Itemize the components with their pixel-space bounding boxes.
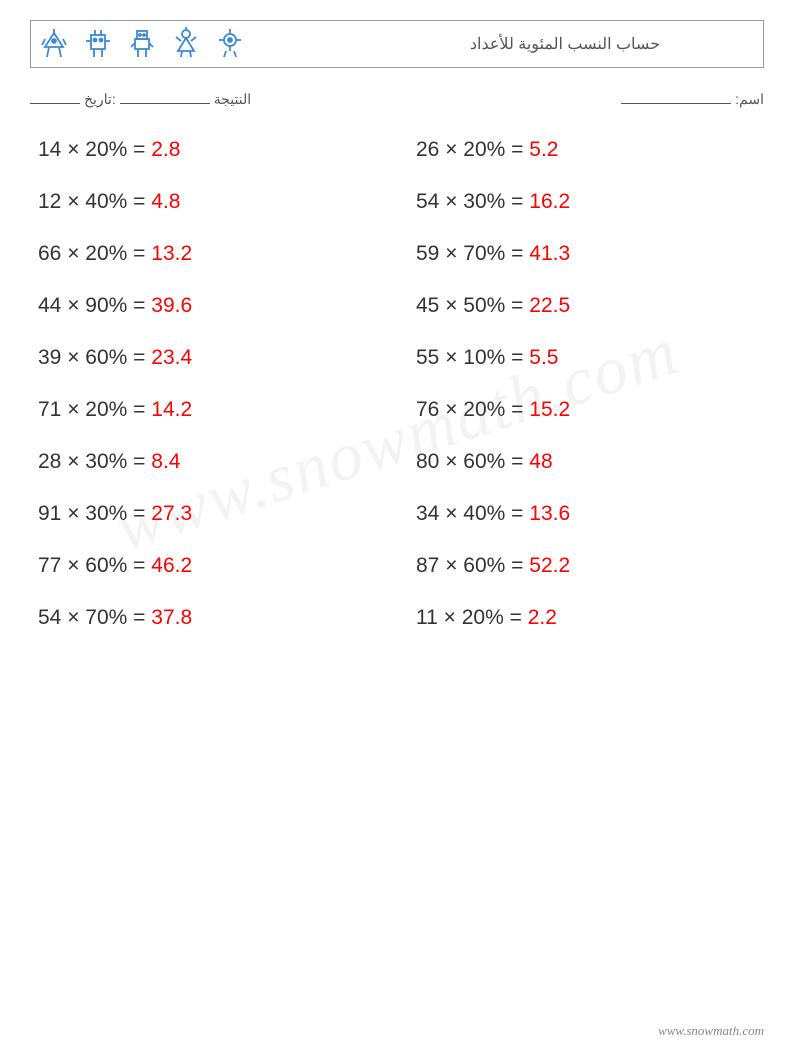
answer: 16.2 — [529, 190, 570, 213]
problems-grid: 14 × 20% = 2.8 26 × 20% = 5.2 12 × 40% = 4… — [30, 138, 764, 630]
answer: 2.2 — [528, 606, 557, 629]
answer: 48 — [529, 450, 552, 473]
header-box: حساب النسب المئوية للأعداد — [30, 20, 764, 68]
answer: 4.8 — [151, 190, 180, 213]
answer: 22.5 — [529, 294, 570, 317]
problem-right: 54 × 30% = 16.2 — [416, 190, 764, 214]
answer: 52.2 — [529, 554, 570, 577]
problem-left: 71 × 20% = 14.2 — [38, 398, 386, 422]
problem-left: 39 × 60% = 23.4 — [38, 346, 386, 370]
date-blank[interactable] — [30, 90, 80, 104]
problem-left: 54 × 70% = 37.8 — [38, 606, 386, 630]
problem-right: 80 × 60% = 48 — [416, 450, 764, 474]
problem-left: 91 × 30% = 27.3 — [38, 502, 386, 526]
problem-right: 87 × 60% = 52.2 — [416, 554, 764, 578]
answer: 27.3 — [151, 502, 192, 525]
score-blank[interactable] — [120, 90, 210, 104]
name-blank[interactable] — [621, 90, 731, 104]
answer: 5.2 — [529, 138, 558, 161]
date-label: :تاريخ — [84, 91, 116, 108]
score-label: النتيجة — [214, 91, 251, 108]
answer: 15.2 — [529, 398, 570, 421]
robot-icon — [127, 27, 157, 61]
answer: 46.2 — [151, 554, 192, 577]
answer: 23.4 — [151, 346, 192, 369]
worksheet-title: حساب النسب المئوية للأعداد — [245, 34, 755, 54]
answer: 39.6 — [151, 294, 192, 317]
problem-left: 77 × 60% = 46.2 — [38, 554, 386, 578]
problem-left: 12 × 40% = 4.8 — [38, 190, 386, 214]
robot-icon — [39, 27, 69, 61]
problem-left: 14 × 20% = 2.8 — [38, 138, 386, 162]
problem-right: 45 × 50% = 22.5 — [416, 294, 764, 318]
answer: 8.4 — [151, 450, 180, 473]
name-label: اسم: — [735, 91, 764, 108]
problem-right: 59 × 70% = 41.3 — [416, 242, 764, 266]
problem-right: 34 × 40% = 13.6 — [416, 502, 764, 526]
info-row: اسم: النتيجة :تاريخ — [30, 90, 764, 108]
name-field-group: اسم: — [621, 90, 764, 108]
answer: 41.3 — [529, 242, 570, 265]
footer-link: www.snowmath.com — [658, 1023, 764, 1039]
problem-right: 26 × 20% = 5.2 — [416, 138, 764, 162]
answer: 13.2 — [151, 242, 192, 265]
robot-icon — [215, 27, 245, 61]
answer: 37.8 — [151, 606, 192, 629]
robot-icon — [83, 27, 113, 61]
problem-left: 66 × 20% = 13.2 — [38, 242, 386, 266]
answer: 14.2 — [151, 398, 192, 421]
problem-left: 44 × 90% = 39.6 — [38, 294, 386, 318]
problem-left: 28 × 30% = 8.4 — [38, 450, 386, 474]
header-icons — [39, 27, 245, 61]
problem-right: 55 × 10% = 5.5 — [416, 346, 764, 370]
answer: 13.6 — [529, 502, 570, 525]
problem-right: 11 × 20% = 2.2 — [416, 606, 764, 630]
answer: 2.8 — [151, 138, 180, 161]
answer: 5.5 — [529, 346, 558, 369]
score-date-group: النتيجة :تاريخ — [30, 90, 251, 108]
robot-icon — [171, 27, 201, 61]
problem-right: 76 × 20% = 15.2 — [416, 398, 764, 422]
